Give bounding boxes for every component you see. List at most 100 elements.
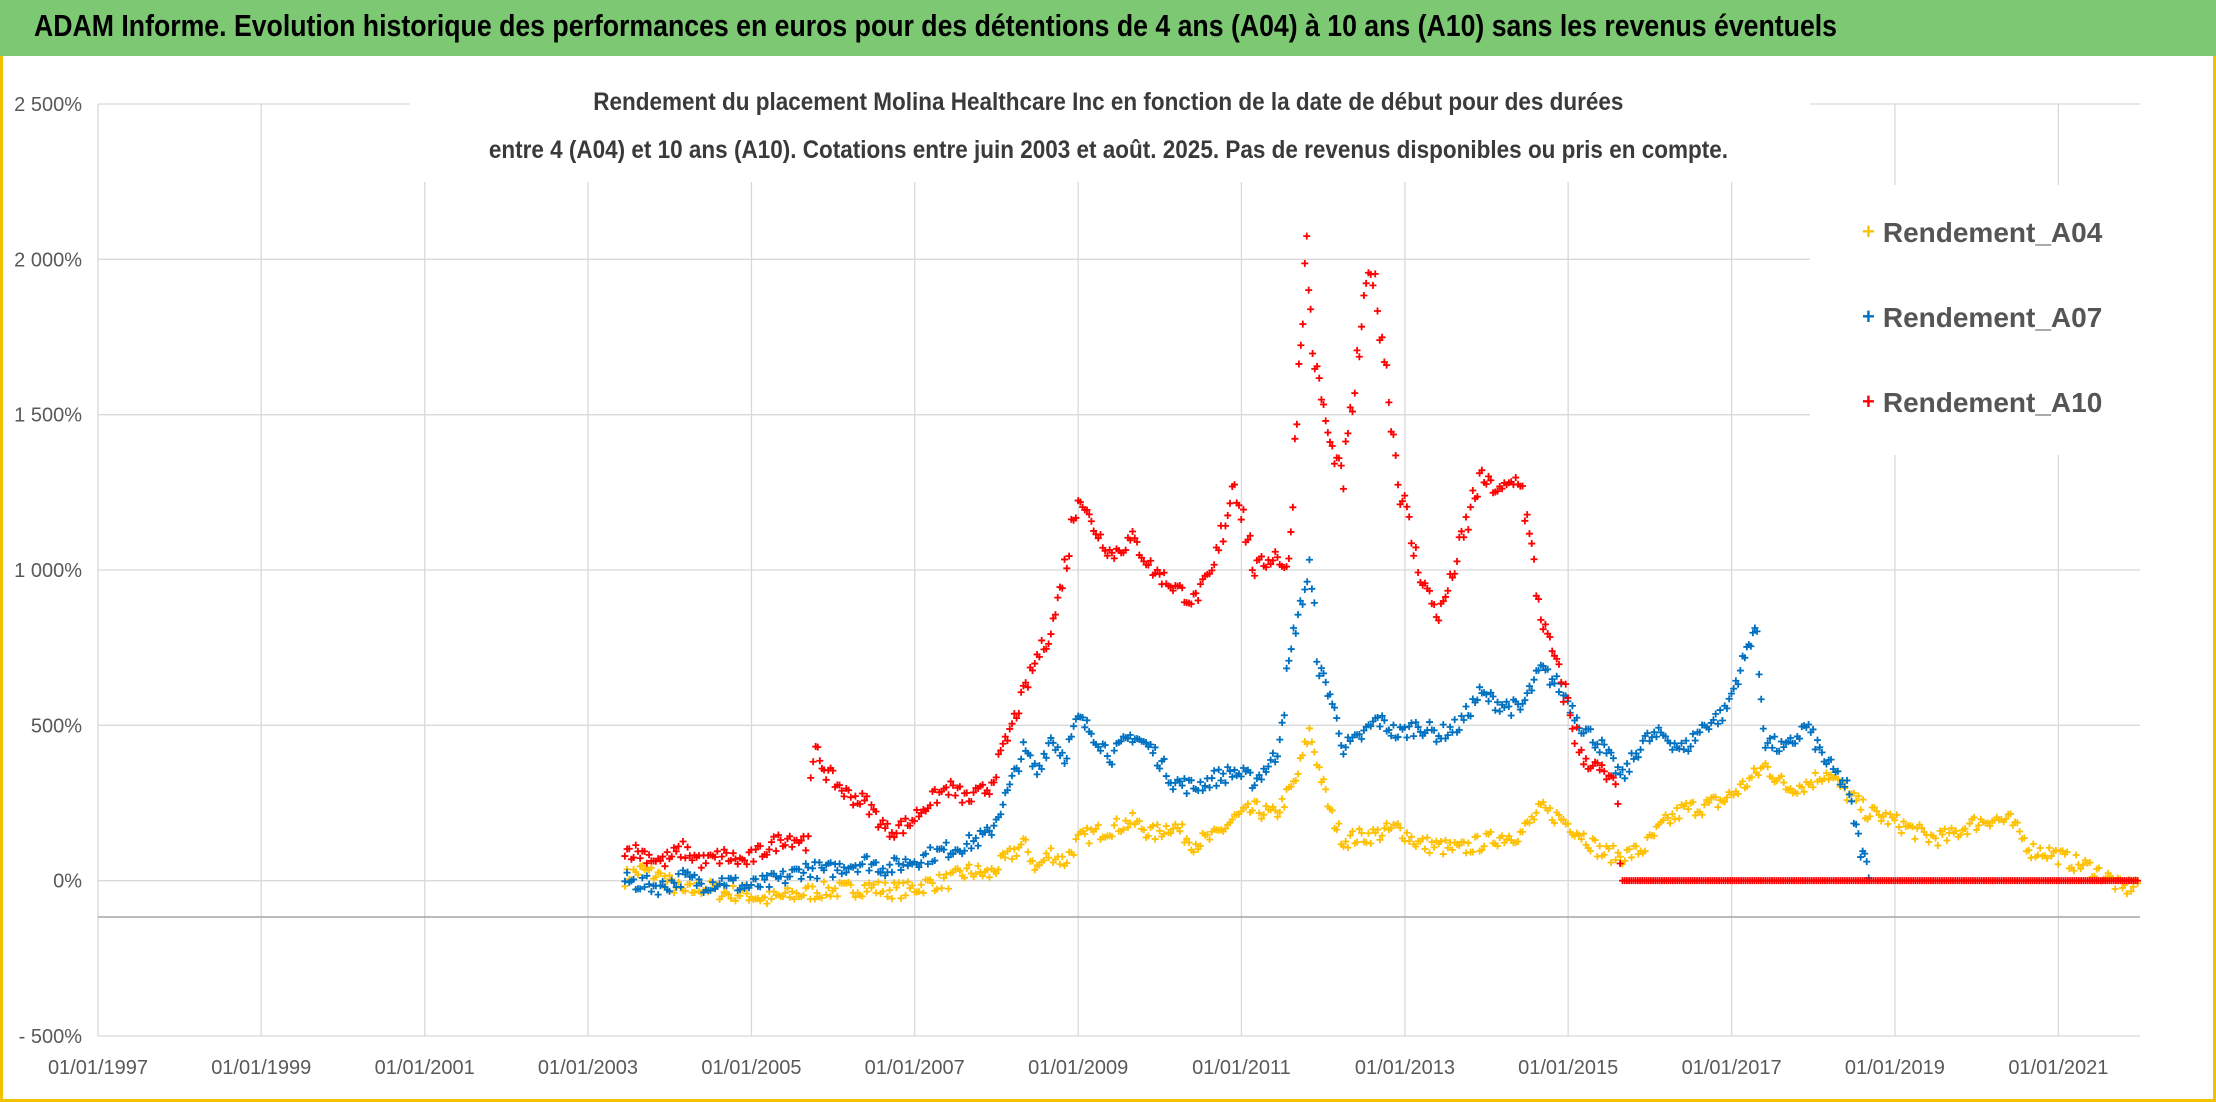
data-point [935, 871, 943, 879]
data-point [736, 892, 744, 900]
data-point [942, 839, 950, 847]
data-point [1628, 853, 1636, 861]
data-point [1167, 829, 1175, 837]
data-point [1403, 733, 1411, 741]
data-point [1387, 824, 1395, 832]
data-point [1934, 841, 1942, 849]
data-point [1521, 696, 1529, 704]
data-point [675, 870, 683, 878]
data-point [2072, 851, 2080, 859]
data-point [670, 879, 678, 887]
data-point [1473, 696, 1481, 704]
data-point [1439, 597, 1447, 605]
data-point [1587, 847, 1595, 855]
data-point [1696, 728, 1704, 736]
data-point [1582, 755, 1590, 763]
data-point [1525, 530, 1533, 538]
data-point [1383, 361, 1391, 369]
data-point [1349, 827, 1357, 835]
data-point [731, 897, 739, 905]
data-point [1108, 832, 1116, 840]
data-point [686, 880, 694, 888]
data-point [1775, 747, 1783, 755]
data-point [1505, 832, 1513, 840]
data-point [752, 875, 760, 883]
data-point [1339, 485, 1347, 493]
x-tick-label: 01/01/2019 [1845, 1057, 1945, 1079]
data-point [1557, 678, 1565, 686]
data-point [1010, 845, 1018, 853]
data-point [797, 837, 805, 845]
data-point [1226, 499, 1234, 507]
data-point [1614, 800, 1622, 808]
data-point [2007, 810, 2015, 818]
data-point [1632, 749, 1640, 757]
data-point [1047, 734, 1055, 742]
data-point [1609, 754, 1617, 762]
data-point [1866, 812, 1874, 820]
data-point [1550, 819, 1558, 827]
data-point [1596, 748, 1604, 756]
data-point [1845, 791, 1853, 799]
data-point [681, 854, 689, 862]
data-point [1414, 568, 1422, 576]
data-point [768, 895, 776, 903]
data-point [1067, 733, 1075, 741]
data-point [813, 874, 821, 882]
data-point [722, 882, 730, 890]
data-point [1689, 730, 1697, 738]
data-point [1342, 437, 1350, 445]
data-point [741, 856, 749, 864]
data-point [1110, 747, 1118, 755]
data-point [992, 869, 1000, 877]
data-point [1235, 501, 1243, 509]
data-point [1271, 548, 1279, 556]
data-point [1451, 716, 1459, 724]
data-point [1596, 766, 1604, 774]
data-point [1455, 842, 1463, 850]
data-point [1394, 820, 1402, 828]
data-point [645, 880, 653, 888]
data-point [1355, 730, 1363, 738]
data-point [638, 874, 646, 882]
data-point [1061, 555, 1069, 563]
data-point [1646, 737, 1654, 745]
data-point [1126, 536, 1134, 544]
data-point [1600, 851, 1608, 859]
data-point [1362, 279, 1370, 287]
data-point [1315, 672, 1323, 680]
data-point [981, 828, 989, 836]
data-point [781, 879, 789, 887]
data-point [1385, 726, 1393, 734]
data-point [784, 884, 792, 892]
data-point [867, 801, 875, 809]
data-point [1641, 847, 1649, 855]
data-point [1834, 767, 1842, 775]
data-point [1257, 775, 1265, 783]
data-point [1446, 723, 1454, 731]
data-point [1462, 513, 1470, 521]
title-backdrop [410, 82, 1810, 182]
data-point [1378, 832, 1386, 840]
data-point [1957, 831, 1965, 839]
data-point [1017, 688, 1025, 696]
data-point [1863, 858, 1871, 866]
data-point [1816, 743, 1824, 751]
data-point [1637, 746, 1645, 754]
data-point [1548, 675, 1556, 683]
data-point [1614, 849, 1622, 857]
data-point [944, 885, 952, 893]
x-tick-label: 01/01/2009 [1028, 1057, 1128, 1079]
data-point [1455, 726, 1463, 734]
data-point [1140, 826, 1148, 834]
data-point [942, 870, 950, 878]
data-point [725, 890, 733, 898]
data-point [1337, 462, 1345, 470]
data-point [1147, 741, 1155, 749]
data-point [1124, 735, 1132, 743]
data-point [915, 888, 923, 896]
data-point [1943, 837, 1951, 845]
data-point [1460, 716, 1468, 724]
data-point [718, 892, 726, 900]
data-point [2127, 887, 2135, 895]
